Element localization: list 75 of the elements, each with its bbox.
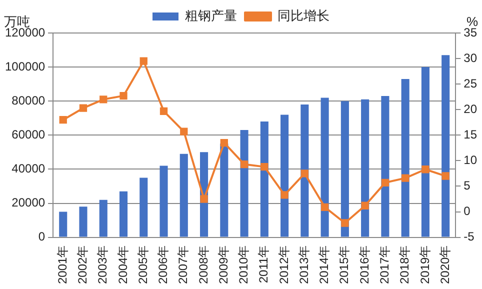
point (200, 195, 208, 203)
x-tick-label: 2011年 (256, 245, 271, 284)
point (59, 116, 67, 124)
bar (320, 98, 329, 237)
y-tick-label: 40000 (12, 162, 46, 176)
x-tick-label: 2017年 (378, 245, 392, 284)
y2-tick-label: 10 (464, 153, 478, 168)
bar (260, 122, 268, 237)
y2-tick-label: 30 (464, 50, 478, 65)
x-tick-label: 2012年 (276, 245, 291, 284)
y2-tick-label: 5 (464, 178, 471, 193)
y-tick-label: 80000 (12, 93, 46, 108)
bar (160, 166, 168, 237)
bar (140, 178, 148, 237)
bar (280, 114, 289, 237)
point (220, 138, 228, 147)
point (341, 219, 349, 227)
x-tick-label: 2018年 (398, 245, 412, 284)
x-tick-label: 2009年 (216, 245, 230, 284)
x-tick-label: 2007年 (176, 245, 190, 284)
point (422, 166, 430, 174)
point (300, 170, 309, 178)
x-tick-label: 2014年 (317, 245, 332, 284)
x-tick-label: 2004年 (116, 245, 130, 284)
bar (180, 154, 188, 237)
bar (401, 78, 410, 237)
bar (240, 130, 248, 237)
bar (99, 200, 108, 237)
y2-tick-label: 25 (464, 76, 478, 90)
legend-label: 同比增长 (278, 8, 330, 24)
point (320, 203, 329, 211)
y-tick-label: 0 (38, 230, 46, 244)
x-tick-label: 2008年 (196, 245, 210, 284)
point (260, 162, 268, 171)
point (280, 191, 288, 199)
point (100, 96, 108, 104)
bar (300, 104, 309, 237)
bar (340, 101, 349, 237)
point (442, 172, 450, 180)
y2-tick-label: 20 (464, 102, 478, 116)
point (240, 160, 248, 168)
point (79, 104, 88, 112)
x-tick-label: 2013年 (296, 245, 311, 284)
point (180, 128, 188, 136)
x-tick-label: 2019年 (418, 245, 432, 284)
bar (220, 144, 228, 237)
y2-tick-label: -5 (464, 230, 475, 244)
y2-tick-label: 0 (464, 204, 471, 218)
point (402, 174, 410, 182)
bar (119, 191, 128, 237)
y-tick-label: 60000 (12, 127, 46, 142)
x-tick-label: 2002年 (76, 245, 90, 284)
x-tick-label: 2016年 (357, 245, 372, 284)
point (361, 202, 369, 210)
point (140, 57, 148, 65)
x-tick-label: 2015年 (337, 245, 352, 284)
point (120, 92, 128, 100)
bar (442, 55, 450, 237)
x-tick-label: 2010年 (236, 245, 251, 284)
x-tick-label: 2003年 (96, 245, 110, 284)
x-tick-label: 2006年 (156, 245, 170, 284)
x-tick-label: 2020年 (438, 245, 452, 284)
legend-label: 粗钢产量 (185, 8, 237, 24)
y-tick-label: 20000 (12, 196, 46, 210)
point (381, 178, 390, 186)
point (160, 107, 168, 115)
x-tick-label: 2001年 (55, 245, 70, 284)
bar (361, 99, 370, 237)
bar (59, 212, 68, 237)
y-tick-label: 100000 (4, 59, 46, 74)
bar (381, 96, 390, 237)
x-tick-label: 2005年 (136, 245, 150, 284)
y2-tick-label: 15 (464, 127, 478, 142)
bar (79, 206, 88, 237)
bar (421, 67, 430, 237)
